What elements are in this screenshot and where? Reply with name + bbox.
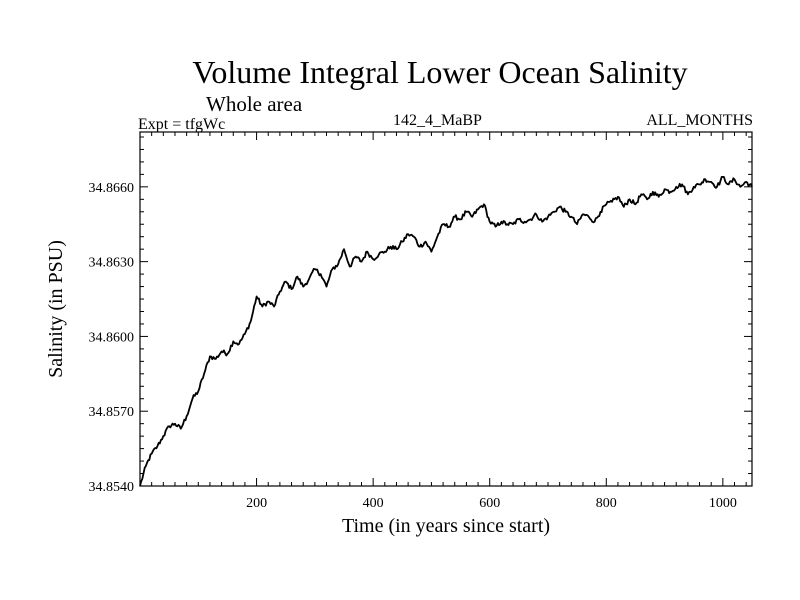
y-tick-label: 34.8600 [89,330,135,345]
x-tick-label: 800 [596,496,617,511]
y-tick-label: 34.8630 [89,256,135,271]
x-tick-label: 1000 [709,496,737,511]
x-axis-label: Time (in years since start) [342,515,550,537]
plot-frame [139,131,753,487]
x-axis: 200 400 600 800 1000 [151,132,747,511]
x-tick-label: 200 [246,496,267,511]
salinity-series-line [139,176,753,487]
experiment-label: Expt = tfgWc [138,116,226,133]
y-tick-label: 34.8570 [89,405,135,420]
y-tick-label: 34.8660 [89,181,135,196]
y-axis: 34.8540 34.8570 34.8600 34.8630 34.8660 [89,136,752,495]
chart-subtitle: Whole area [206,92,303,116]
y-tick-label: 34.8540 [89,480,135,495]
series-layer [139,176,753,487]
x-tick-label: 400 [363,496,384,511]
run-label: 142_4_MaBP [393,112,482,129]
x-tick-label: 600 [479,496,500,511]
chart-title: Volume Integral Lower Ocean Salinity [192,54,688,90]
y-axis-label: Salinity (in PSU) [45,240,67,378]
period-label: ALL_MONTHS [646,112,753,129]
